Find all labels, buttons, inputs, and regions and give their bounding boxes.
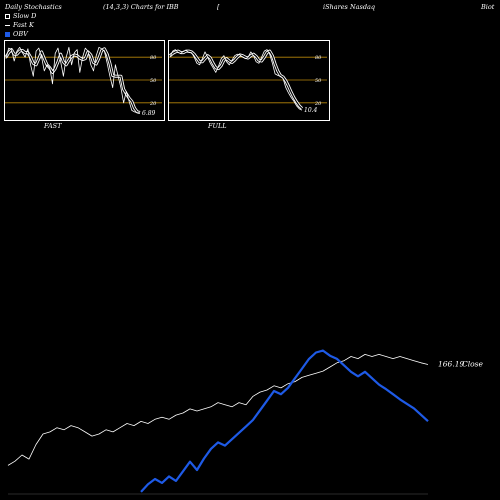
full-fast-k-line	[169, 49, 303, 111]
fast-level-label-50: 50	[150, 78, 157, 84]
legend-slow-d: Slow D	[5, 12, 36, 20]
full-slow-d-core	[169, 50, 303, 109]
full-level-label-80: 80	[315, 55, 322, 61]
close-label: Close	[462, 359, 484, 368]
obv-swatch-icon	[5, 31, 10, 37]
obv-line	[140, 349, 429, 493]
full-level-label-50: 50	[315, 78, 322, 84]
fast-stochastic-panel	[4, 40, 165, 121]
fast-last-value-label: 6.89	[142, 110, 156, 117]
fast-level-label-80: 80	[150, 55, 157, 61]
fast-fast-k-line	[5, 46, 141, 114]
legend-fast-k-label: Fast K	[13, 21, 34, 29]
full-stochastic-panel	[168, 40, 330, 121]
legend-fast-k: Fast K	[5, 21, 34, 29]
header-bracket: [	[217, 3, 220, 11]
fast-panel-label: FAST	[44, 122, 62, 130]
company-name: iShares Nasdaq	[323, 3, 376, 11]
last-price-label: 166.19	[438, 359, 464, 368]
company-name-tail: Biot	[481, 3, 495, 11]
fast-k-swatch-icon	[5, 24, 10, 26]
slow-d-swatch-icon	[5, 13, 10, 19]
legend-obv: OBV	[5, 30, 28, 38]
full-level-label-20: 20	[314, 101, 322, 107]
chart-params: (14,3,3) Charts for IBB	[103, 3, 179, 11]
full-last-value-label: 10.4	[304, 107, 318, 114]
legend-slow-d-label: Slow D	[13, 12, 37, 20]
fast-level-label-20: 20	[149, 101, 157, 107]
chart-title: Daily Stochastics	[5, 3, 62, 11]
full-panel-label: FULL	[208, 122, 227, 130]
legend-obv-label: OBV	[13, 30, 28, 38]
close-price-line	[7, 354, 429, 466]
